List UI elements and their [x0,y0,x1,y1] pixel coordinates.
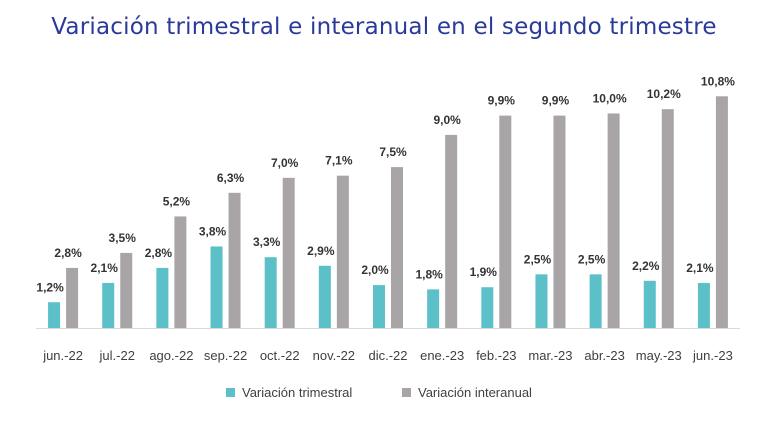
bar-trimestral-ene.-23 [427,289,440,328]
bar-interanual-jun.-22 [66,267,79,328]
legend-swatch-trimestral [226,388,235,397]
data-label-interanual-jul.-22: 3,5% [109,231,137,245]
x-tick-label-jun.-23: jun.-23 [692,348,733,363]
x-tick-label-feb.-23: feb.-23 [476,348,516,363]
legend-label-interanual: Variación interanual [418,385,532,400]
data-label-trimestral-sep.-22: 3,8% [199,224,227,238]
bar-trimestral-oct.-22 [264,257,277,328]
bar-interanual-nov.-22 [336,175,349,328]
x-tick-label-ago.-22: ago.-22 [149,348,193,363]
bar-trimestral-nov.-22 [318,265,331,328]
bar-trimestral-may.-23 [643,280,656,328]
bar-interanual-oct.-22 [282,177,295,328]
x-tick-label-mar.-23: mar.-23 [528,348,572,363]
bar-trimestral-mar.-23 [535,274,548,328]
bar-interanual-sep.-22 [228,192,241,328]
data-label-trimestral-ago.-22: 2,8% [145,246,173,260]
data-label-interanual-may.-23: 10,2% [647,87,681,101]
bar-interanual-ago.-22 [174,216,187,328]
bar-trimestral-jun.-23 [697,282,710,328]
chart-title: Variación trimestral e interanual en el … [51,14,717,40]
data-label-interanual-jun.-22: 2,8% [54,246,82,260]
data-label-interanual-ago.-22: 5,2% [163,194,191,208]
data-label-interanual-nov.-22: 7,1% [325,154,353,168]
x-tick-label-ene.-23: ene.-23 [420,348,464,363]
data-label-interanual-dic.-22: 7,5% [379,145,407,159]
x-tick-label-jul.-22: jul.-22 [99,348,135,363]
bar-trimestral-ago.-22 [156,267,169,328]
data-label-trimestral-abr.-23: 2,5% [578,252,606,266]
data-label-trimestral-dic.-22: 2,0% [361,263,389,277]
bar-trimestral-abr.-23 [589,274,602,328]
data-label-trimestral-feb.-23: 1,9% [470,265,498,279]
data-label-interanual-ene.-23: 9,0% [433,113,461,127]
bar-interanual-jul.-22 [120,252,133,328]
data-label-trimestral-nov.-22: 2,9% [307,244,335,258]
bar-trimestral-dic.-22 [373,285,385,328]
data-label-trimestral-jun.-22: 1,2% [36,280,64,294]
data-label-interanual-feb.-23: 9,9% [488,94,516,108]
legend-swatch-interanual [402,388,411,397]
legend-label-trimestral: Variación trimestral [242,385,352,400]
data-label-interanual-abr.-23: 10,0% [593,91,627,105]
x-tick-label-sep.-22: sep.-22 [204,348,247,363]
bar-interanual-feb.-23 [499,115,512,328]
x-tick-label-dic.-22: dic.-22 [368,348,407,363]
data-label-trimestral-oct.-22: 3,3% [253,235,281,249]
data-label-trimestral-mar.-23: 2,5% [524,252,552,266]
data-label-interanual-oct.-22: 7,0% [271,156,299,170]
x-tick-label-abr.-23: abr.-23 [584,348,624,363]
data-label-interanual-mar.-23: 9,9% [542,94,570,108]
bar-interanual-ene.-23 [445,134,458,328]
bar-interanual-jun.-23 [715,96,728,328]
bar-interanual-abr.-23 [607,113,620,328]
bar-interanual-dic.-22 [391,167,403,328]
data-label-trimestral-may.-23: 2,2% [632,259,660,273]
bar-interanual-may.-23 [661,109,674,328]
bar-interanual-mar.-23 [553,115,566,328]
x-tick-label-may.-23: may.-23 [636,348,682,363]
x-tick-label-oct.-22: oct.-22 [260,348,300,363]
bar-trimestral-feb.-23 [481,287,494,328]
x-tick-label-jun.-22: jun.-22 [42,348,83,363]
bar-trimestral-jun.-22 [48,302,61,328]
data-label-interanual-sep.-22: 6,3% [217,171,245,185]
data-label-trimestral-ene.-23: 1,8% [415,267,443,281]
bar-trimestral-sep.-22 [210,246,223,328]
bar-trimestral-jul.-22 [102,282,115,328]
data-label-trimestral-jul.-22: 2,1% [91,261,119,275]
x-tick-label-nov.-22: nov.-22 [313,348,355,363]
data-label-trimestral-jun.-23: 2,1% [686,261,714,275]
data-label-interanual-jun.-23: 10,8% [701,74,735,88]
